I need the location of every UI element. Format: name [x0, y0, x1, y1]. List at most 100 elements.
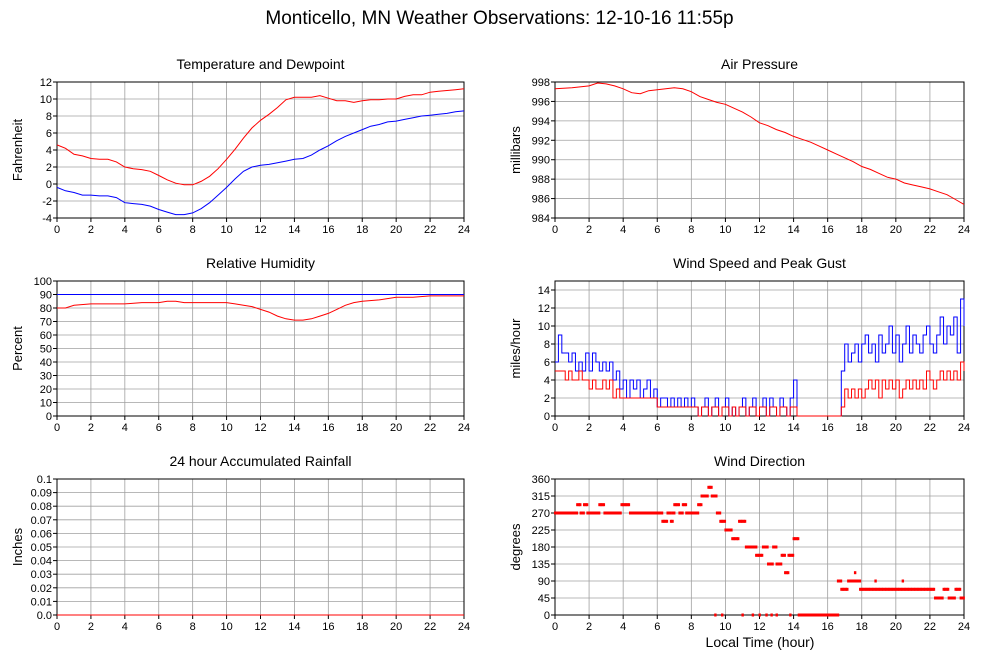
data-point [624, 503, 628, 507]
data-point [644, 511, 648, 515]
x-tick-label: 10 [719, 224, 731, 236]
data-point [746, 545, 749, 549]
x-tick-label: 4 [122, 621, 128, 633]
data-point [669, 511, 672, 515]
chart-pressure: 0 2 4 6 8 10 12 14 16 18 20 22 249849869889909929949… [508, 56, 970, 236]
data-point [802, 613, 805, 617]
y-tick-label: 10 [538, 321, 550, 333]
data-point [806, 613, 809, 617]
data-point [772, 545, 775, 549]
data-point [826, 613, 830, 617]
data-point [887, 587, 891, 591]
x-tick-label: 14 [288, 621, 300, 633]
data-point [854, 579, 857, 583]
x-tick-label: 18 [856, 224, 868, 236]
data-point [653, 511, 657, 515]
x-tick-label: 16 [822, 621, 834, 633]
chart-humidity: 0 2 4 6 8 10 12 14 16 18 20 22 240102030405060708090… [10, 255, 470, 434]
y-tick-label: 2 [544, 393, 550, 405]
x-tick-label: 24 [958, 224, 970, 236]
y-tick-label: 0.1 [37, 474, 52, 486]
data-point [893, 587, 897, 591]
data-point [665, 519, 669, 523]
data-point [942, 587, 945, 591]
x-tick-label: 20 [890, 422, 902, 434]
y-tick-label: 30 [40, 371, 52, 383]
data-point [613, 511, 616, 515]
data-point [959, 596, 962, 600]
y-tick-label: 100 [34, 276, 52, 288]
data-point [752, 545, 755, 549]
data-point [579, 511, 582, 515]
data-point [599, 503, 603, 507]
data-point [655, 511, 658, 515]
data-point [586, 511, 589, 515]
data-point [679, 511, 683, 515]
x-tick-label: 20 [390, 422, 402, 434]
data-point [776, 562, 780, 566]
x-tick-label: 20 [390, 621, 402, 633]
x-tick-label: 4 [620, 422, 626, 434]
data-point [698, 503, 701, 507]
data-point [664, 519, 667, 523]
data-point [911, 587, 914, 591]
data-point [714, 613, 717, 617]
x-tick-label: 6 [654, 224, 660, 236]
y-tick-label: 4 [46, 145, 52, 157]
data-point [575, 511, 579, 515]
data-point [574, 511, 577, 515]
data-point [585, 503, 589, 507]
data-point [749, 545, 752, 549]
data-point [604, 511, 608, 515]
x-tick-label: 12 [753, 422, 765, 434]
data-point [953, 596, 956, 600]
data-point [873, 587, 876, 591]
data-point [901, 579, 905, 583]
y-tick-label: 12 [40, 77, 52, 89]
y-tick-label: 0.07 [31, 515, 52, 527]
chart-title: Relative Humidity [206, 255, 315, 271]
y-tick-label: 998 [532, 77, 550, 89]
y-tick-label: 984 [532, 213, 550, 225]
data-point [763, 545, 766, 549]
data-point [906, 587, 910, 591]
y-tick-label: -4 [42, 213, 52, 225]
data-point [603, 511, 606, 515]
data-point [871, 587, 875, 591]
data-point [775, 613, 778, 617]
chart-temp: 0 2 4 6 8 10 12 14 16 18 20 22 24-4-2024681012Temper… [10, 56, 470, 236]
data-point [961, 596, 964, 600]
data-point [788, 553, 792, 557]
data-point [561, 511, 564, 515]
x-tick-label: 16 [822, 422, 834, 434]
data-point [931, 587, 934, 591]
data-point [555, 511, 558, 515]
data-point [889, 587, 892, 591]
data-point [740, 519, 744, 523]
data-point [800, 613, 803, 617]
data-point [915, 587, 918, 591]
data-point [883, 587, 886, 591]
y-tick-label: 135 [532, 559, 550, 571]
data-point [708, 485, 712, 489]
data-point [713, 494, 717, 498]
x-tick-label: 22 [424, 621, 436, 633]
data-point [852, 579, 856, 583]
x-tick-label: 0 [552, 224, 558, 236]
data-point [916, 587, 920, 591]
data-point [876, 587, 879, 591]
data-point [804, 613, 808, 617]
data-point [564, 511, 567, 515]
data-point [697, 503, 700, 507]
y-tick-label: 0.02 [31, 583, 52, 595]
y-axis-label: Inches [10, 527, 25, 566]
data-point [794, 537, 797, 541]
data-point [884, 587, 888, 591]
data-point [771, 562, 774, 566]
data-point [858, 579, 862, 583]
x-tick-label: 24 [458, 224, 470, 236]
y-tick-label: 180 [532, 542, 550, 554]
data-point [571, 511, 574, 515]
data-point [704, 494, 708, 498]
